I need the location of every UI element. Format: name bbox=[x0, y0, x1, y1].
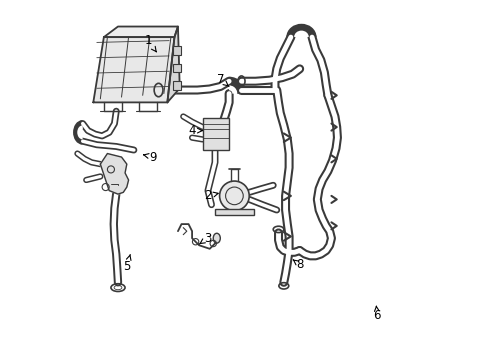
Text: 9: 9 bbox=[144, 150, 157, 163]
Text: 2: 2 bbox=[204, 189, 218, 202]
Text: 6: 6 bbox=[373, 306, 381, 322]
Text: 5: 5 bbox=[123, 255, 131, 273]
Polygon shape bbox=[104, 27, 178, 37]
Bar bbox=[172, 81, 181, 90]
Text: 3: 3 bbox=[199, 232, 212, 245]
Bar bbox=[172, 46, 181, 55]
Bar bbox=[172, 64, 181, 72]
Polygon shape bbox=[93, 37, 174, 102]
Text: 7: 7 bbox=[217, 73, 229, 86]
Bar bbox=[215, 209, 254, 215]
Bar bbox=[203, 118, 229, 150]
Text: 1: 1 bbox=[144, 34, 156, 52]
Text: 4: 4 bbox=[188, 124, 202, 137]
Circle shape bbox=[220, 181, 249, 211]
Text: 8: 8 bbox=[293, 258, 303, 271]
Polygon shape bbox=[168, 27, 180, 102]
Polygon shape bbox=[100, 154, 128, 194]
Ellipse shape bbox=[213, 233, 220, 243]
